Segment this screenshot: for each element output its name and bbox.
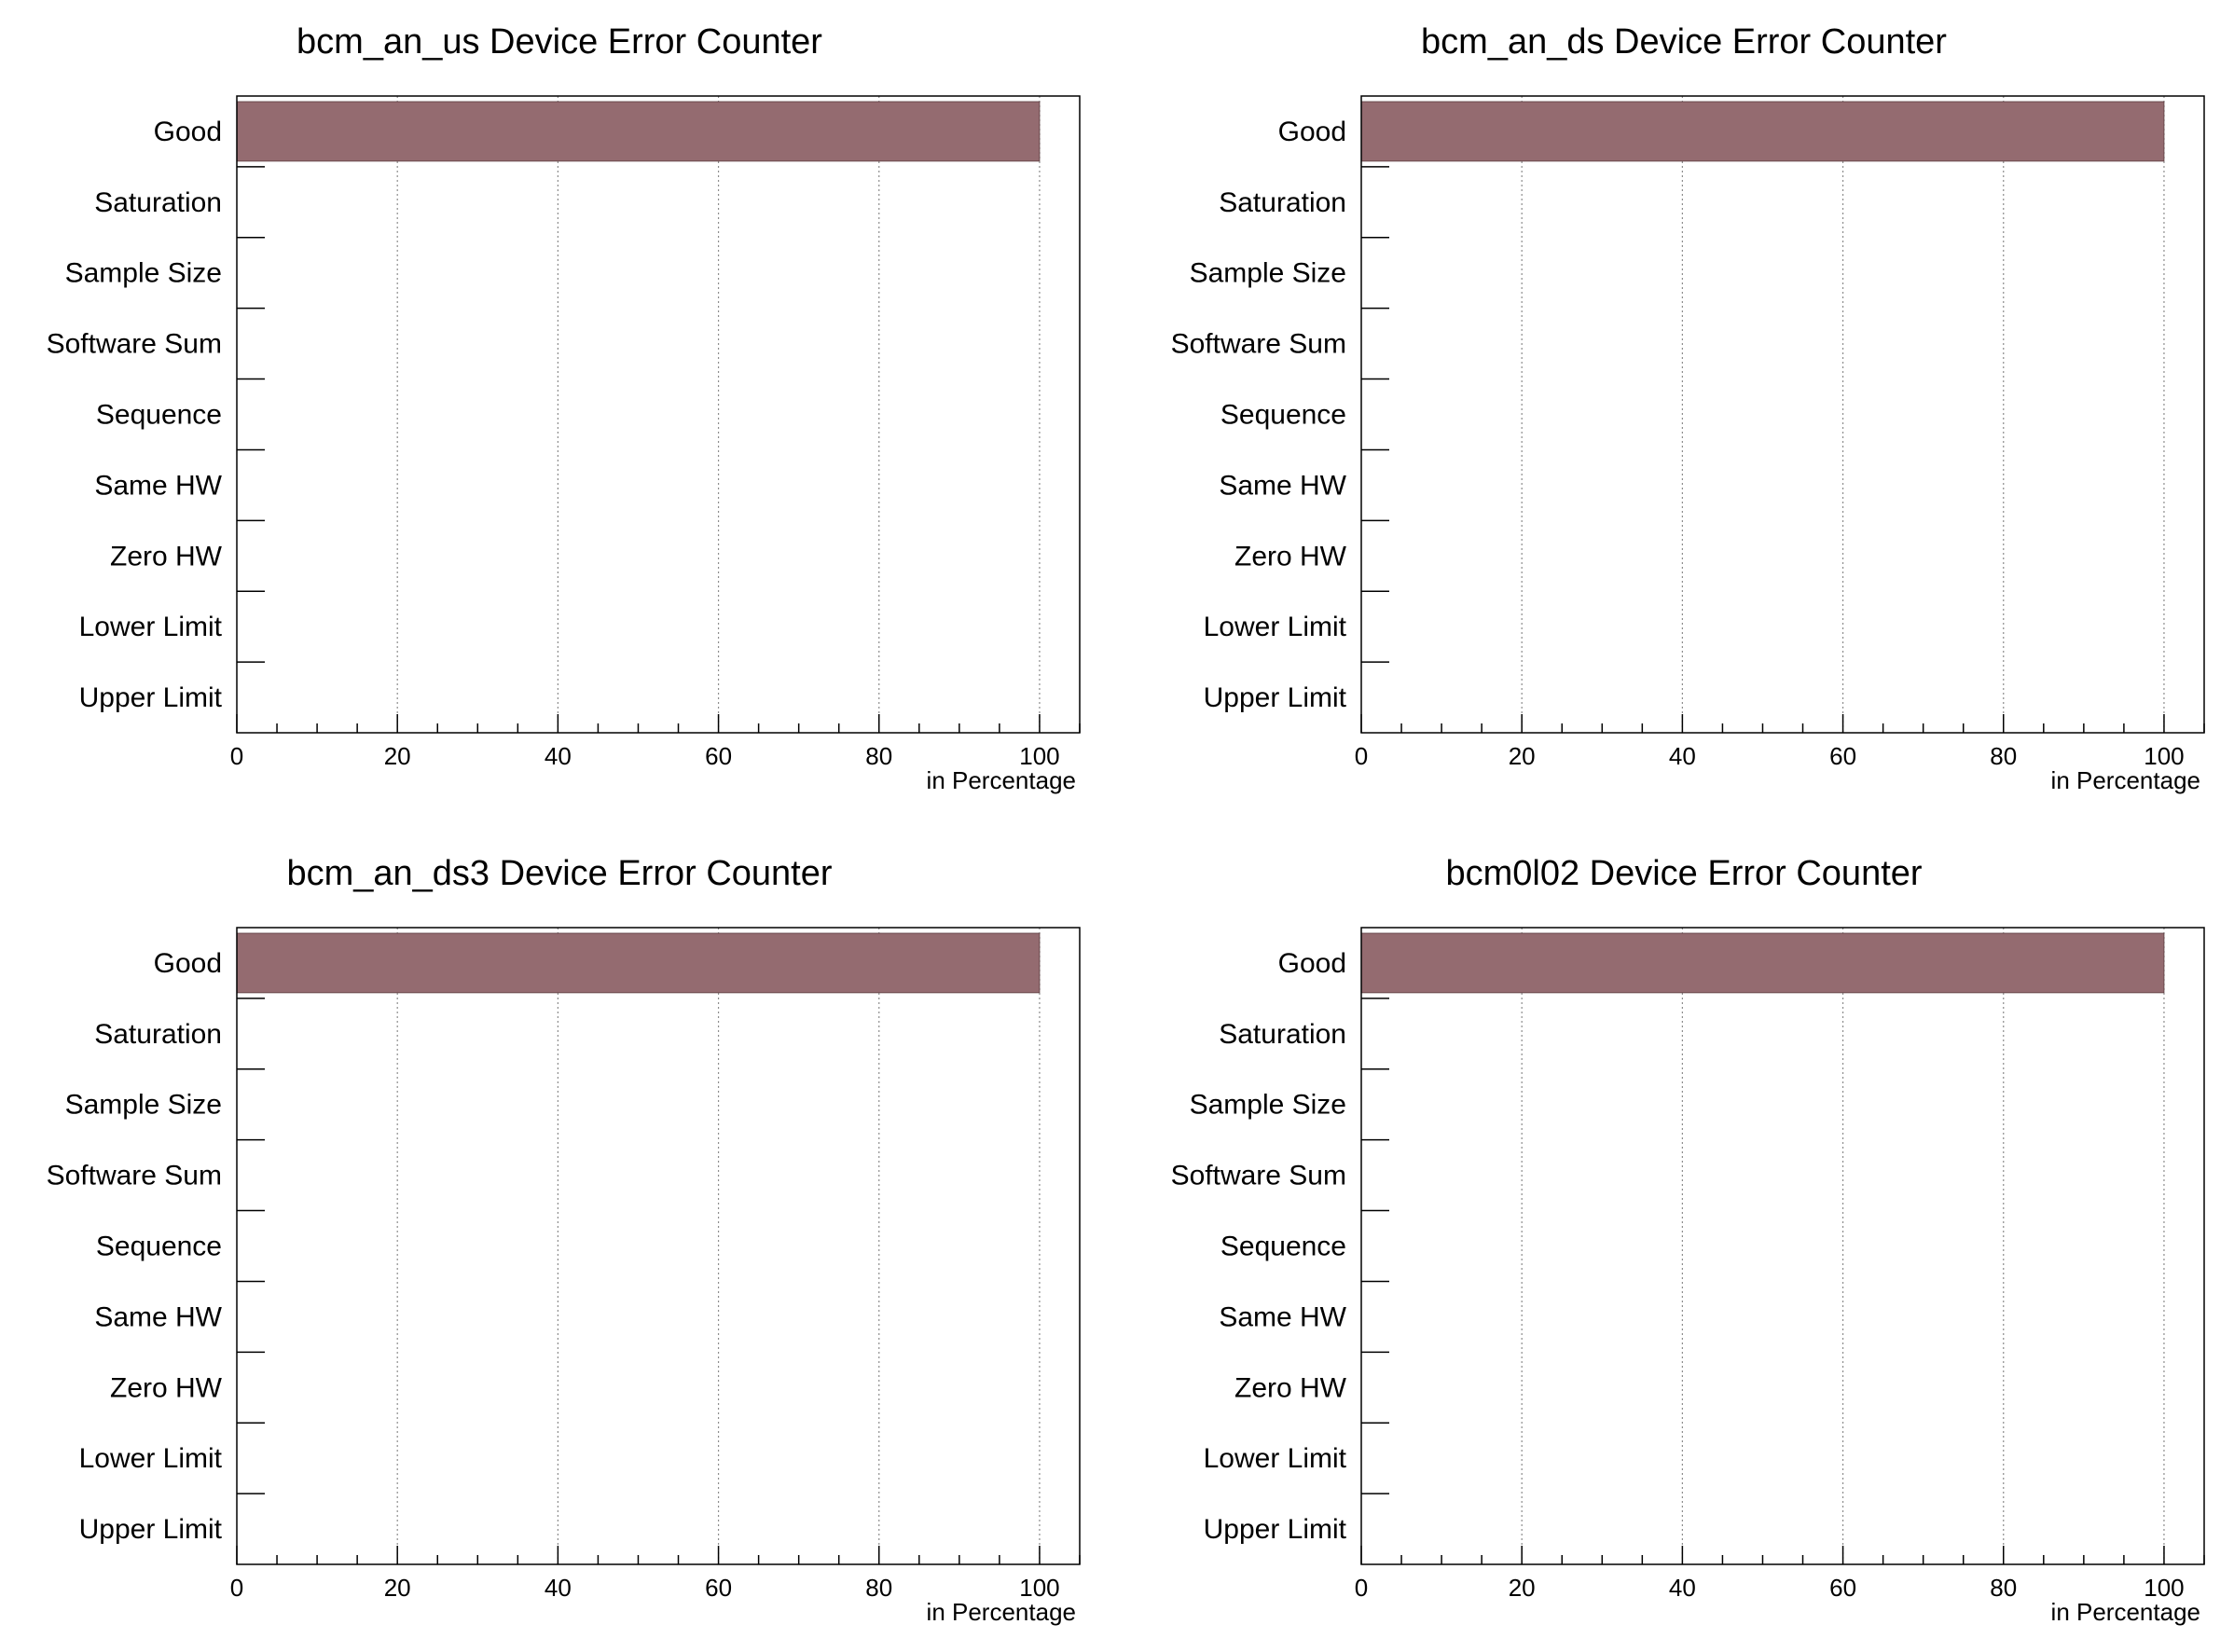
category-label: Same HW [94,1301,222,1332]
x-tick-label: 100 [1019,1574,1059,1602]
x-tick-label: 0 [230,742,243,770]
x-tick-label: 40 [545,1574,572,1602]
x-tick-label: 20 [1509,1574,1536,1602]
x-tick-label: 100 [2144,742,2184,770]
category-label: Good [154,117,222,147]
x-tick-label: 40 [1669,1574,1696,1602]
x-tick-label: 60 [705,742,732,770]
chart-panel: Good Saturation Sample Size Software Sum Seq… [47,22,1081,794]
x-axis-title: in Percentage [2051,766,2200,794]
category-label: Saturation [94,187,222,218]
category-label: Sequence [96,1232,222,1262]
category-label: Upper Limit [79,1514,223,1545]
x-tick-label: 60 [1829,1574,1856,1602]
category-label: Same HW [1219,1301,1346,1332]
x-tick-label: 80 [1990,742,2017,770]
bar-good [236,932,1041,994]
x-tick-label: 80 [1990,1574,2017,1602]
x-tick-label: 60 [1829,742,1856,770]
x-tick-label: 80 [865,742,892,770]
category-label: Zero HW [110,1372,223,1403]
x-tick-label: 60 [705,1574,732,1602]
category-label: Same HW [1219,470,1346,501]
x-tick-label: 0 [230,1574,243,1602]
category-label: Sample Size [1190,258,1346,289]
x-tick-label: 20 [1509,742,1536,770]
category-label: Lower Limit [1204,612,1347,642]
category-label: Lower Limit [79,612,223,642]
x-tick-label: 0 [1355,742,1368,770]
chart-title: bcm0l02 Device Error Counter [1445,854,1922,893]
category-label: Sample Size [65,258,222,289]
category-label: Zero HW [110,541,223,571]
bar-good [1360,101,2165,162]
x-axis-title: in Percentage [2051,1598,2200,1626]
x-tick-label: 40 [545,742,572,770]
category-label: Upper Limit [1204,682,1347,713]
x-tick-label: 80 [865,1574,892,1602]
chart-panel: Good Saturation Sample Size Software Sum Seq… [47,854,1081,1626]
category-label: Upper Limit [1204,1514,1347,1545]
category-label: Saturation [1219,187,1346,218]
category-label: Good [1278,948,1346,979]
x-axis-title: in Percentage [927,1598,1076,1626]
category-label: Upper Limit [79,682,223,713]
category-label: Software Sum [47,329,222,360]
category-label: Sample Size [1190,1090,1346,1121]
category-label: Saturation [94,1019,222,1050]
category-label: Saturation [1219,1019,1346,1050]
category-label: Good [1278,117,1346,147]
category-label: Zero HW [1234,1372,1347,1403]
category-label: Lower Limit [1204,1443,1347,1474]
category-label: Lower Limit [79,1443,223,1474]
category-label: Software Sum [1171,329,1346,360]
category-label: Good [154,948,222,979]
chart-panel: Good Saturation Sample Size Software Sum Seq… [1171,22,2205,794]
x-tick-label: 40 [1669,742,1696,770]
chart-title: bcm_an_ds Device Error Counter [1421,22,1947,62]
category-label: Sequence [1220,400,1346,431]
plot-frame [236,927,1081,1565]
plot-frame [236,95,1081,734]
x-tick-label: 20 [384,1574,411,1602]
category-label: Software Sum [1171,1161,1346,1191]
x-tick-label: 100 [2144,1574,2184,1602]
plot-frame [1360,95,2205,734]
chart-title: bcm_an_ds3 Device Error Counter [286,854,832,893]
x-tick-label: 20 [384,742,411,770]
x-tick-label: 0 [1355,1574,1368,1602]
category-label: Software Sum [47,1161,222,1191]
category-label: Sample Size [65,1090,222,1121]
category-label: Zero HW [1234,541,1347,571]
chart-panel: Good Saturation Sample Size Software Sum Seq… [1171,854,2205,1626]
bar-good [1360,932,2165,994]
category-label: Same HW [94,470,222,501]
bar-good [236,101,1041,162]
x-tick-label: 100 [1019,742,1059,770]
plot-frame [1360,927,2205,1565]
category-label: Sequence [1220,1232,1346,1262]
x-axis-title: in Percentage [927,766,1076,794]
chart-title: bcm_an_us Device Error Counter [296,22,822,62]
category-label: Sequence [96,400,222,431]
